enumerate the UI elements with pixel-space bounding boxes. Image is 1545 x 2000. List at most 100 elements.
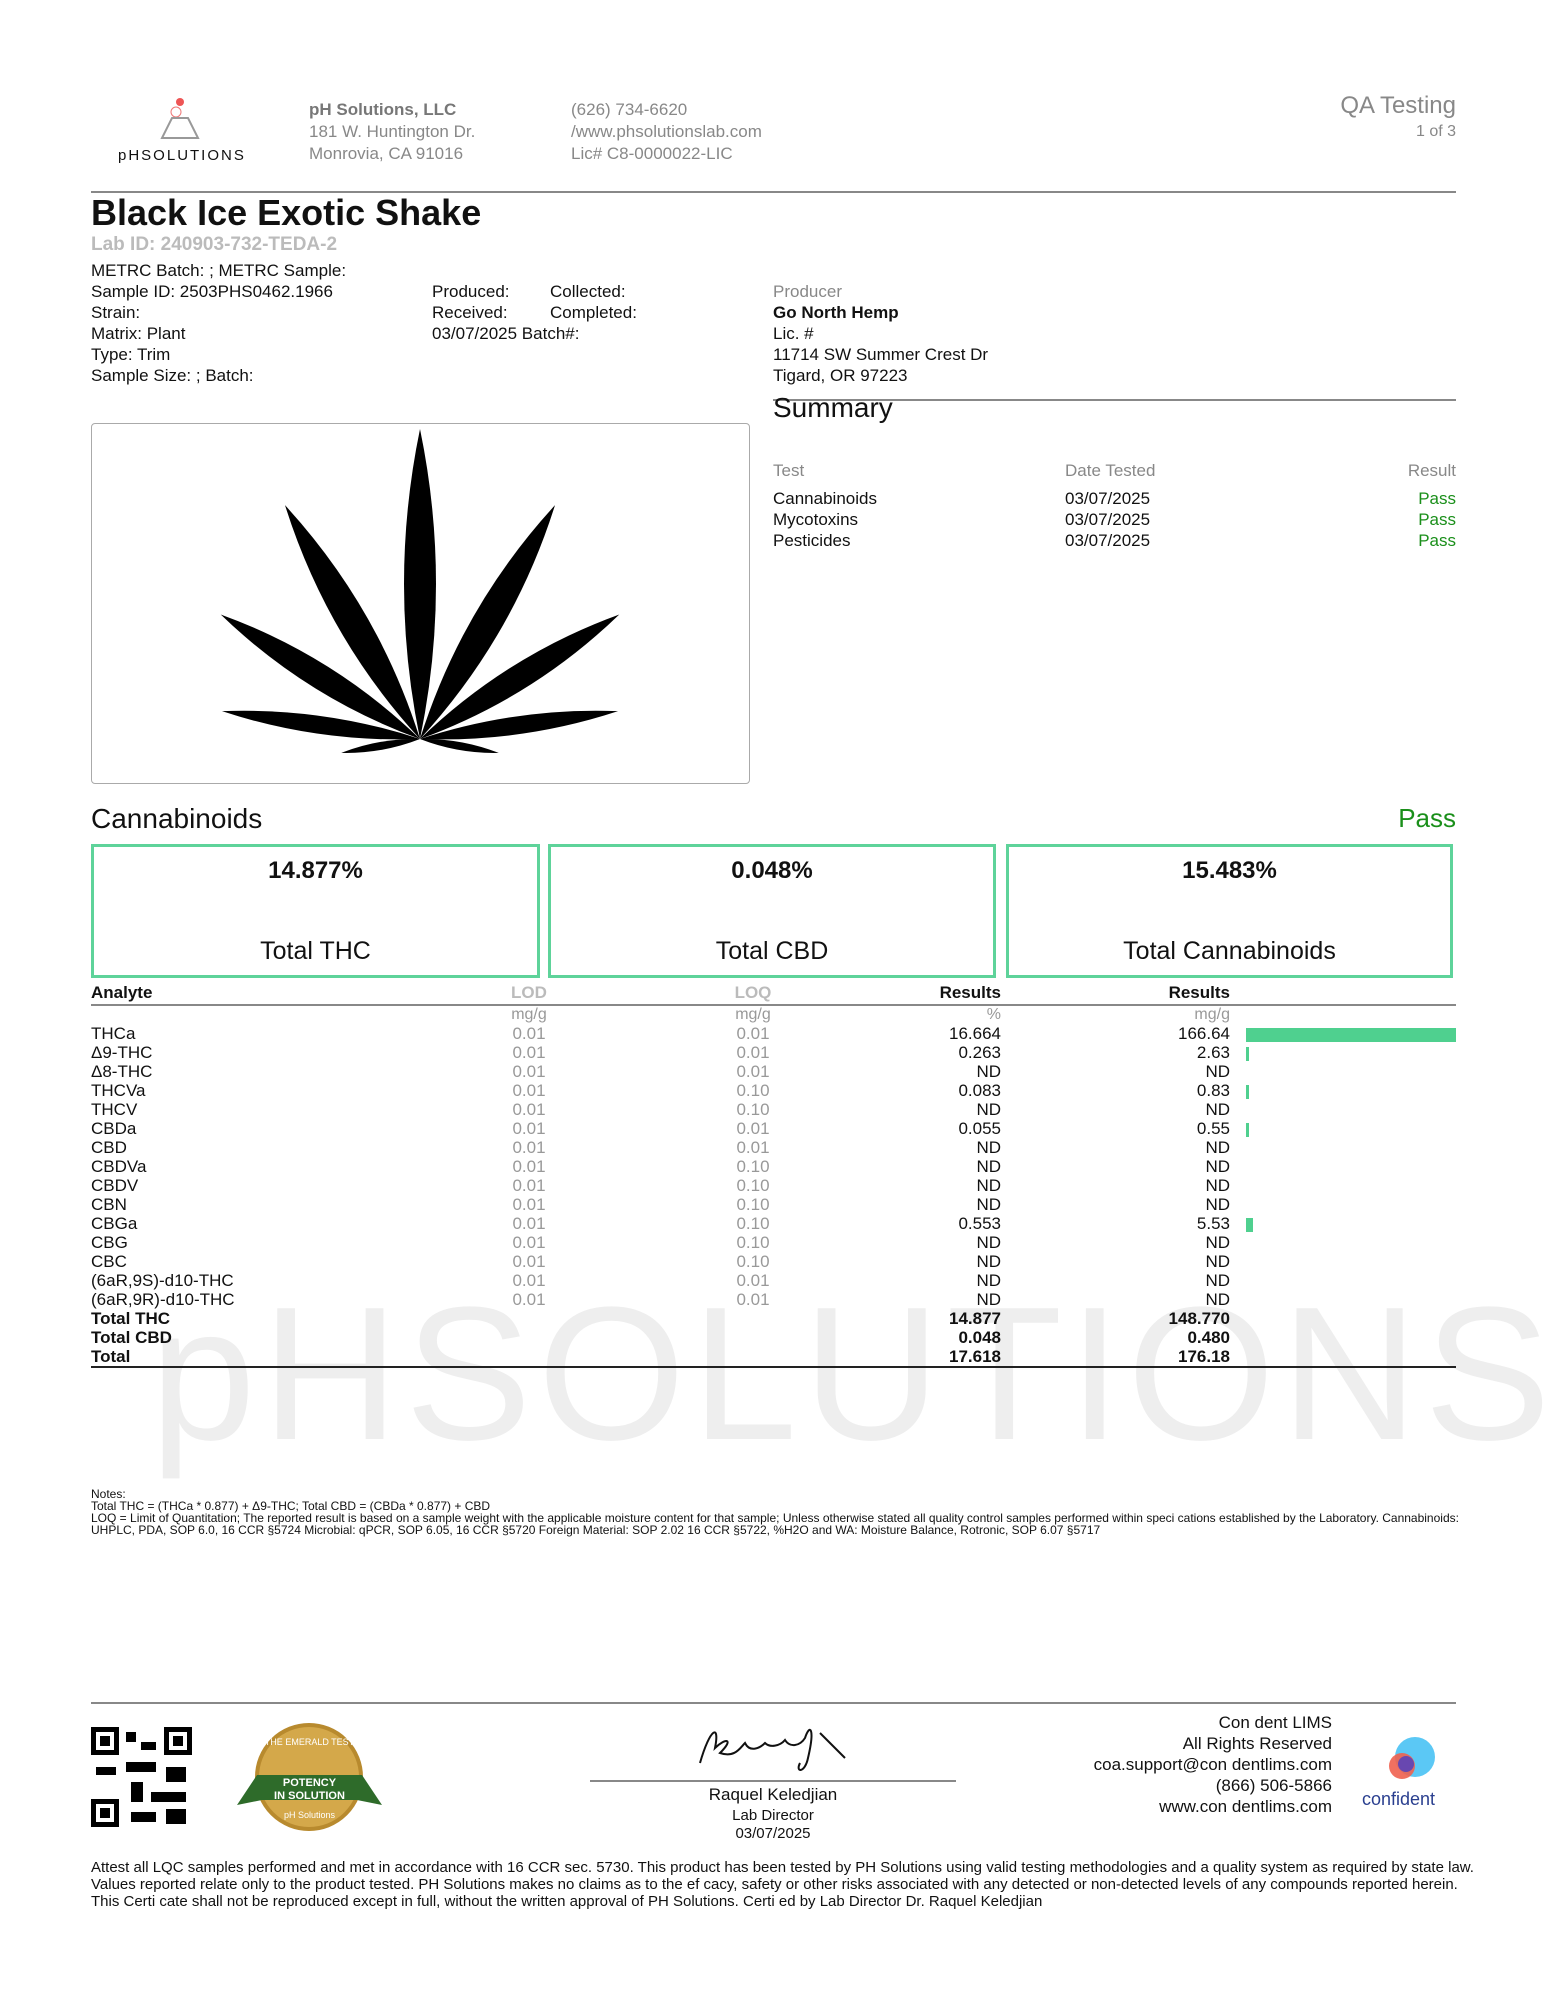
note: LOQ = Limit of Quantitation; The reporte…	[91, 1511, 1459, 1537]
table-header: Analyte	[91, 983, 153, 1002]
summary-cell: 03/07/2025	[1065, 531, 1151, 550]
rule	[91, 191, 1456, 193]
badge-text: THE EMERALD TEST	[264, 1737, 355, 1747]
table-cell: ND	[976, 1062, 1001, 1081]
table-cell: Δ8-THC	[91, 1062, 153, 1081]
table-cell: 0.01	[736, 1062, 770, 1081]
table-cell: ND	[976, 1176, 1001, 1195]
attest: Attest all LQC samples performed and met…	[91, 1859, 1474, 1910]
summary-cell: Mycotoxins	[773, 510, 859, 529]
total-box	[91, 844, 540, 978]
qr-code	[91, 1727, 192, 1827]
badge-text: IN SOLUTION	[274, 1790, 345, 1802]
date-field: Received:	[432, 303, 508, 322]
logo-icon	[160, 98, 200, 139]
table-cell: THCa	[91, 1024, 136, 1043]
unit: %	[986, 1006, 1001, 1023]
table-cell: 0.01	[736, 1119, 770, 1138]
table-cell: CBG	[91, 1233, 128, 1252]
rule	[773, 399, 1456, 401]
total-cell: 17.618	[949, 1347, 1001, 1366]
table-cell: 166.64	[1178, 1024, 1230, 1043]
signature-line	[590, 1780, 956, 1782]
table-cell: ND	[976, 1271, 1001, 1290]
page-number: 1 of 3	[1415, 123, 1456, 140]
table-cell: ND	[1205, 1100, 1230, 1119]
table-cell: CBDV	[91, 1176, 139, 1195]
summary-cell: Cannabinoids	[773, 489, 877, 508]
leaflet	[420, 505, 555, 739]
table-cell: 0.01	[512, 1081, 546, 1100]
signature	[699, 1728, 846, 1771]
table-cell: 0.10	[736, 1157, 770, 1176]
table-cell: 0.01	[512, 1100, 546, 1119]
rule	[91, 1702, 1456, 1704]
table-cell: ND	[976, 1157, 1001, 1176]
unit: mg/g	[511, 1006, 547, 1023]
table-cell: 0.10	[736, 1081, 770, 1100]
leaflet	[285, 505, 420, 739]
table-cell: 0.01	[736, 1271, 770, 1290]
total-label: Total CBD	[715, 937, 829, 965]
watermark: pHSOLUTIONS	[150, 1268, 1545, 1480]
license: Lic# C8-0000022-LIC	[571, 144, 733, 163]
result-bar	[1246, 1123, 1249, 1137]
summary-cell: 03/07/2025	[1065, 489, 1151, 508]
meta-line: Strain:	[91, 303, 141, 322]
table-header: Results	[939, 983, 1001, 1002]
unit: mg/g	[1194, 1006, 1230, 1023]
table-cell: 0.01	[512, 1195, 546, 1214]
table-cell: 0.10	[736, 1214, 770, 1233]
table-cell: THCV	[91, 1100, 138, 1119]
total-value: 0.048%	[731, 857, 813, 884]
result-bar	[1246, 1218, 1253, 1232]
table-cell: ND	[976, 1195, 1001, 1214]
date-field: Produced:	[432, 282, 510, 301]
table-cell: CBN	[91, 1195, 127, 1214]
table-cell: ND	[1205, 1062, 1230, 1081]
total-cell: Total	[91, 1347, 131, 1366]
section-status: Pass	[1398, 803, 1456, 833]
summary-cell: Pass	[1418, 510, 1456, 529]
producer-address: Tigard, OR 97223	[773, 366, 908, 385]
product-image	[91, 423, 750, 784]
table-cell: 0.553	[958, 1214, 1001, 1233]
table-header: Results	[1168, 983, 1230, 1002]
total-value: 14.877%	[268, 857, 363, 884]
total-cell: 14.877	[949, 1309, 1001, 1328]
summary-cell: 03/07/2025	[1065, 510, 1151, 529]
section-title: Cannabinoids	[91, 803, 263, 834]
leaflet	[420, 710, 619, 740]
table-cell: ND	[976, 1252, 1001, 1271]
total-cell: Total THC	[91, 1309, 171, 1328]
table-cell: (6aR,9S)-d10-THC	[91, 1271, 234, 1290]
leaflet	[420, 614, 620, 739]
producer-name: Go North Hemp	[773, 303, 899, 322]
summary-title: Summary	[773, 392, 893, 423]
meta-line: Matrix: Plant	[91, 324, 186, 343]
table-cell: 0.01	[512, 1024, 546, 1043]
date-field: 03/07/2025 Batch#:	[432, 324, 580, 343]
rule	[91, 1004, 1456, 1006]
table-header: LOQ	[734, 983, 772, 1002]
table-cell: 0.01	[512, 1157, 546, 1176]
leaflet	[341, 738, 420, 753]
leaflet	[404, 429, 436, 739]
table-cell: ND	[1205, 1271, 1230, 1290]
table-cell: 0.01	[512, 1043, 546, 1062]
table-cell: 16.664	[949, 1024, 1001, 1043]
table-cell: 0.01	[736, 1043, 770, 1062]
lims-line: www.con dentlims.com	[1159, 1797, 1332, 1816]
table-cell: ND	[1205, 1290, 1230, 1309]
lab-id: Lab ID: 240903-732-TEDA-2	[91, 234, 338, 255]
summary-header: Result	[1407, 461, 1456, 480]
table-cell: 0.01	[512, 1271, 546, 1290]
meta-line: Sample Size: ; Batch:	[91, 366, 254, 385]
total-value: 15.483%	[1182, 857, 1277, 884]
meta-line: METRC Batch: ; METRC Sample:	[91, 261, 347, 280]
leaf	[220, 429, 620, 753]
table-cell: 0.01	[512, 1176, 546, 1195]
lims-logo-text: confident	[1362, 1789, 1436, 1809]
table-cell: 0.01	[512, 1252, 546, 1271]
table-cell: ND	[976, 1233, 1001, 1252]
